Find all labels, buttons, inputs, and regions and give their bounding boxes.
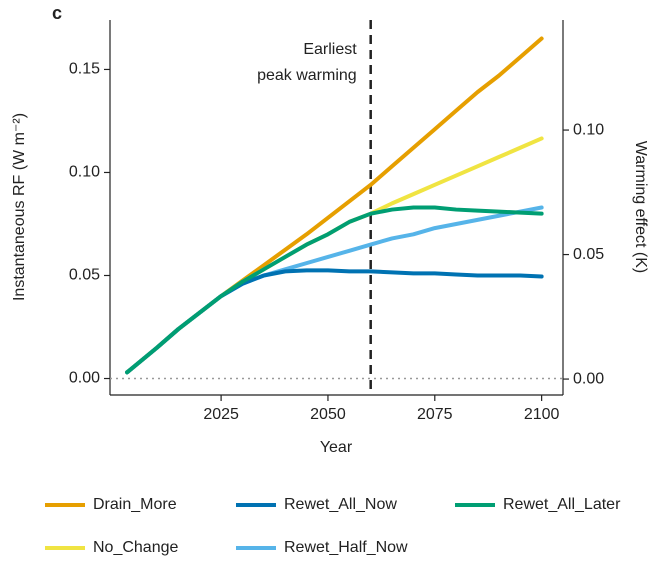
panel-label: c <box>52 3 62 23</box>
x-tick-label: 2050 <box>310 406 346 423</box>
legend-label: No_Change <box>93 539 179 556</box>
legend-label: Drain_More <box>93 496 177 513</box>
y2-tick-label: 0.05 <box>573 246 604 263</box>
x-tick-label: 2100 <box>524 406 560 423</box>
x-tick-label: 2075 <box>417 406 453 423</box>
annotation-line: Earliest <box>303 41 357 58</box>
x-tick-label: 2025 <box>203 406 239 423</box>
y2-tick-label: 0.00 <box>573 370 604 387</box>
y2-axis-label: Warming effect (K) <box>632 141 649 273</box>
y-tick-label: 0.15 <box>69 61 100 78</box>
legend-label: Rewet_Half_Now <box>284 539 408 556</box>
annotation: Earliest peak warming <box>257 41 357 84</box>
series-line <box>125 205 544 375</box>
legend-label: Rewet_All_Later <box>503 496 621 513</box>
y-tick-label: 0.05 <box>69 267 100 284</box>
annotation-line: peak warming <box>257 67 357 84</box>
y-tick-label: 0.10 <box>69 164 100 181</box>
x-axis-label: Year <box>320 439 353 456</box>
legend-label: Rewet_All_Now <box>284 496 397 513</box>
y-tick-label: 0.00 <box>69 370 100 387</box>
y-axis-label: Instantaneous RF (W m⁻²) <box>11 113 28 301</box>
y2-tick-label: 0.10 <box>573 121 604 138</box>
